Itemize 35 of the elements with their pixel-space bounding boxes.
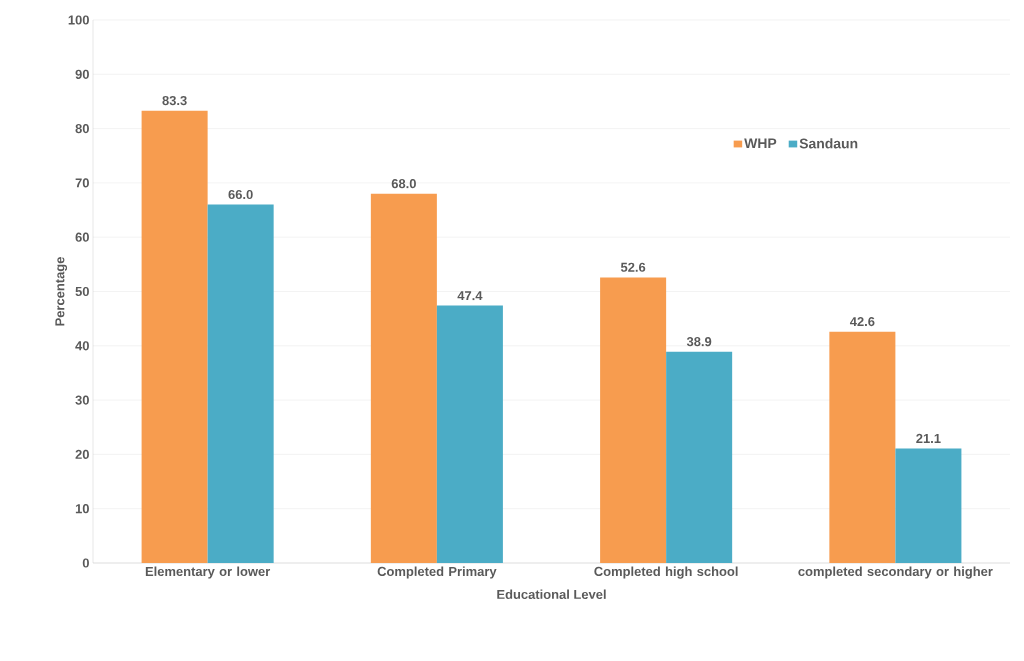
y-tick-label: 100 [68,15,89,25]
y-tick-label: 50 [75,286,89,297]
y-tick-label: 20 [75,449,89,459]
legend-label: Sandaun [799,138,858,149]
y-tick-label: 70 [75,178,89,188]
y-tick-label: 60 [75,232,89,242]
data-label: 66.0 [228,189,253,200]
bar [207,204,274,563]
data-label: 42.6 [849,316,875,327]
x-tick-label: Completed high school [594,566,738,579]
data-label: 52.6 [620,262,646,272]
y-tick-label: 80 [75,124,89,134]
x-tick-label: Completed Primary [377,566,497,579]
data-label: 21.1 [916,433,941,443]
x-tick-label: Elementary or lower [145,566,271,579]
x-tick-label: completed secondary or higher [798,566,993,579]
bar [436,305,503,563]
y-tick-label: 30 [75,395,89,405]
legend-label: WHP [744,138,777,149]
y-tick-label: 40 [75,341,89,351]
bar [141,110,208,563]
bar [829,331,896,563]
bar [666,351,733,563]
bar [895,448,962,563]
data-label: 68.0 [391,179,416,189]
y-tick-label: 90 [75,69,89,79]
bar [370,193,437,563]
data-label: 47.4 [457,291,483,301]
data-label: 38.9 [686,337,712,347]
bar [600,277,667,563]
y-tick-label: 10 [75,504,89,514]
x-axis-title: Educational Level [497,589,606,599]
data-label: 83.3 [162,95,187,106]
y-tick-label: 0 [82,558,89,568]
y-axis-title: Percentage [55,257,68,326]
